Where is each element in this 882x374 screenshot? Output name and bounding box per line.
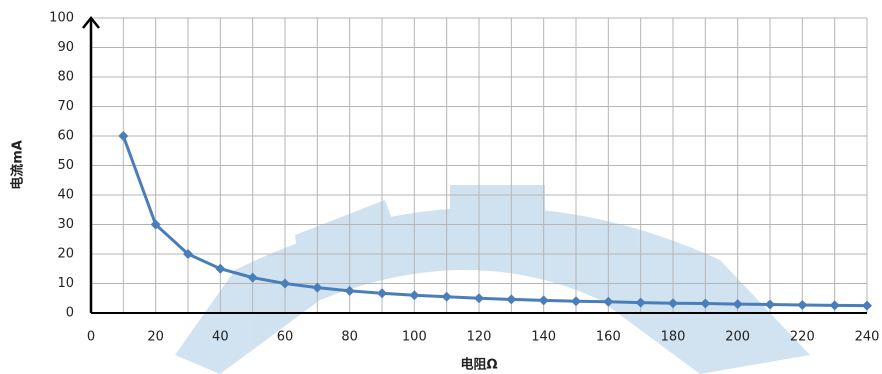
data-point [862,300,872,311]
data-point [506,294,517,305]
data-point [441,291,452,302]
x-tick-label: 220 [790,330,815,345]
y-tick-label: 100 [49,11,74,26]
x-tick-label: 80 [341,330,358,345]
data-point [474,293,484,304]
data-point [183,249,193,259]
data-point [668,298,678,309]
data-point [571,296,581,307]
y-tick-label: 10 [57,276,74,291]
y-tick-label: 20 [57,247,74,262]
x-tick-label: 140 [531,330,556,345]
x-tick-label: 100 [402,330,427,345]
x-tick-label: 120 [467,330,492,345]
data-point [829,300,840,311]
y-tick-label: 40 [57,188,74,203]
y-tick-label: 0 [66,306,74,321]
x-tick-label: 180 [661,330,686,345]
y-tick-label: 80 [57,70,74,85]
x-tick-label: 60 [277,330,294,345]
x-tick-label: 40 [212,330,229,345]
y-tick-label: 60 [57,129,74,144]
data-point [635,297,646,308]
data-point [150,219,161,230]
data-point [765,299,775,310]
data-point [247,272,258,283]
data-point [215,263,226,274]
y-tick-label: 50 [57,158,74,173]
y-axis-title: 电流mA [10,140,26,190]
x-tick-label: 160 [596,330,621,345]
x-tick-label: 0 [87,330,95,345]
data-point [603,296,614,307]
data-point [732,299,743,310]
x-tick-label: 20 [147,330,164,345]
data-point [118,131,129,141]
y-tick-label: 90 [57,40,74,55]
data-point [280,278,290,289]
data-point [344,285,355,296]
data-point [409,290,420,301]
data-point [377,288,387,299]
data-point [700,298,711,309]
y-tick-label: 30 [57,217,74,232]
x-axis-title: 电阻Ω [460,357,497,373]
y-axis-arrow [82,15,100,29]
x-tick-label: 200 [725,330,750,345]
y-tick-label: 70 [57,99,74,114]
series-line [121,135,868,308]
data-point [538,295,549,306]
data-point [312,282,323,293]
x-tick-label: 240 [855,330,880,345]
grid [90,17,868,314]
data-point [797,300,808,311]
